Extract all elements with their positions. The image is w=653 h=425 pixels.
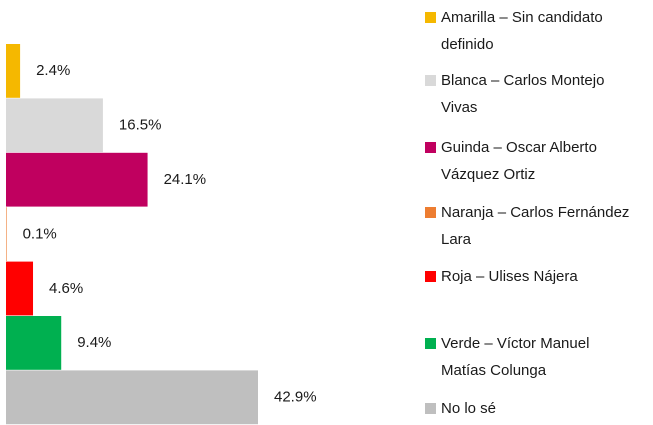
data-label: 16.5% (119, 117, 162, 134)
data-label: 42.9% (274, 389, 317, 406)
legend-swatch (425, 141, 436, 153)
plot-area: 2.4% 16.5% 24.1% 0.1% 4.6% 9.4% 42.9% (6, 44, 317, 425)
legend-label: Guinda – Oscar Alberto Vázquez Ortiz (441, 138, 597, 183)
legend-item: Blanca – Carlos Montejo Vivas (425, 67, 635, 121)
data-label: 2.4% (36, 62, 70, 79)
bar (6, 316, 62, 370)
legend-item: Naranja – Carlos Fernández Lara (425, 199, 635, 253)
legend-item: Verde – Víctor Manuel Matías Colunga (425, 330, 635, 384)
legend-swatch (425, 270, 436, 282)
data-label: 9.4% (77, 334, 111, 351)
data-label: 24.1% (164, 171, 207, 188)
legend-label: Amarilla – Sin candidato definido (441, 8, 603, 53)
legend-swatch (425, 11, 436, 23)
legend-item: Roja – Ulises Nájera (425, 263, 635, 290)
legend-label: Roja – Ulises Nájera (441, 267, 578, 285)
legend-item: Amarilla – Sin candidato definido (425, 4, 635, 58)
legend-label: Naranja – Carlos Fernández Lara (441, 203, 630, 248)
legend-item: No lo sé (425, 395, 635, 422)
bar (6, 44, 21, 98)
bar (6, 261, 34, 316)
legend-label: Verde – Víctor Manuel Matías Colunga (441, 334, 590, 379)
bar (6, 207, 7, 261)
legend-swatch (425, 337, 436, 349)
data-label: 0.1% (23, 225, 57, 242)
legend-label: No lo sé (441, 399, 497, 417)
legend-label: Blanca – Carlos Montejo Vivas (441, 71, 605, 116)
legend-item: Guinda – Oscar Alberto Vázquez Ortiz (425, 134, 635, 188)
bar (6, 98, 103, 153)
bar (6, 152, 148, 207)
data-label: 4.6% (49, 280, 83, 297)
legend-swatch (425, 206, 436, 218)
bar (6, 370, 258, 425)
legend-swatch (425, 402, 436, 414)
legend-swatch (425, 74, 436, 86)
